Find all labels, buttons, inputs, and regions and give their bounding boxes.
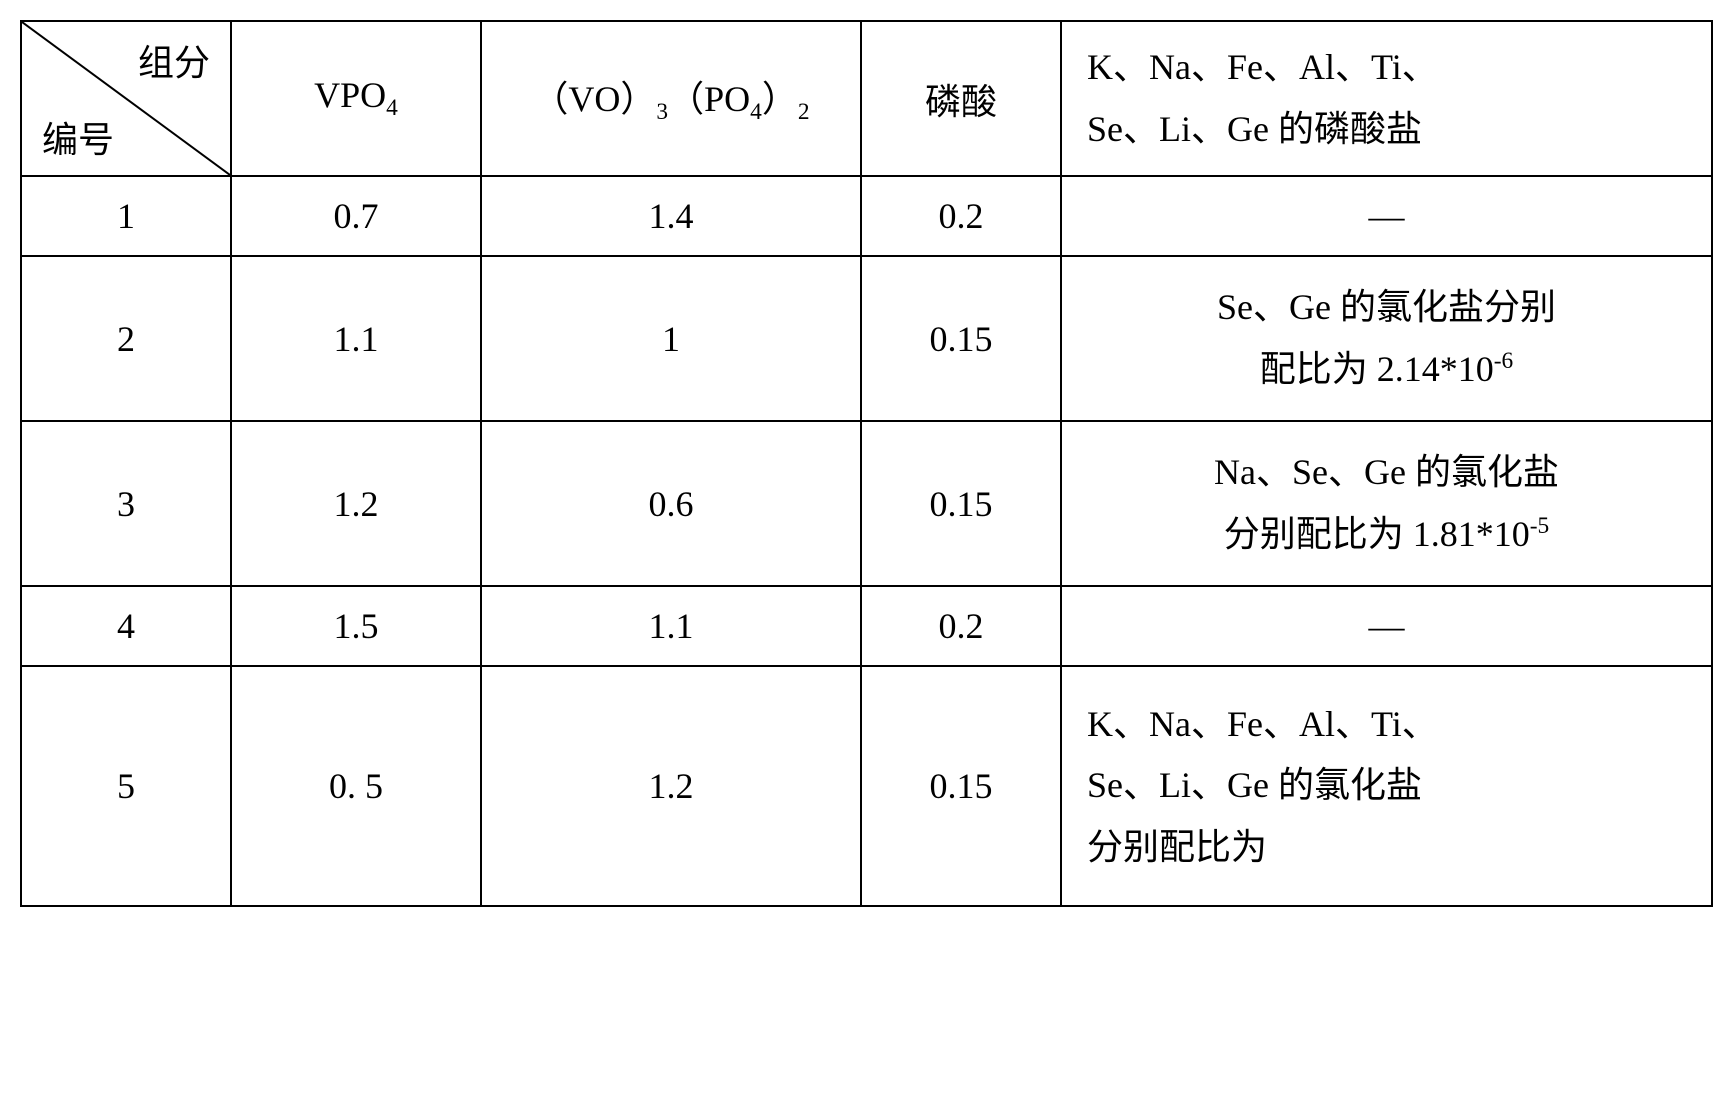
row-id: 5	[21, 666, 231, 906]
row-phos: 0.2	[861, 176, 1061, 256]
header-bottom-label: 编号	[42, 111, 114, 163]
header-col-vo3po42: （VO）3（PO4）2	[481, 21, 861, 176]
table-header-row: 组分 编号 VPO4 （VO）3（PO4）2 磷酸 K、Na、Fe、Al、Ti、…	[21, 21, 1712, 176]
row-id: 3	[21, 421, 231, 586]
row-id: 2	[21, 256, 231, 421]
row-phos: 0.15	[861, 256, 1061, 421]
row-salt: Se、Ge 的氯化盐分别配比为 2.14*10-6	[1061, 256, 1712, 421]
diagonal-header-cell: 组分 编号	[21, 21, 231, 176]
row-vo3po42: 1.4	[481, 176, 861, 256]
header-col-vpo4: VPO4	[231, 21, 481, 176]
header-top-label: 组分	[138, 34, 210, 86]
row-vpo4: 0.7	[231, 176, 481, 256]
row-id: 1	[21, 176, 231, 256]
header-col-phosphoric-acid: 磷酸	[861, 21, 1061, 176]
row-salt: —	[1061, 586, 1712, 666]
row-id: 4	[21, 586, 231, 666]
row-phos: 0.15	[861, 421, 1061, 586]
header-salt-line2: Se、Li、Ge 的磷酸盐	[1087, 99, 1701, 160]
row-vpo4: 1.1	[231, 256, 481, 421]
row-vpo4: 1.5	[231, 586, 481, 666]
row-vo3po42: 1.1	[481, 586, 861, 666]
table-row: 2 1.1 1 0.15 Se、Ge 的氯化盐分别配比为 2.14*10-6	[21, 256, 1712, 421]
row-vo3po42: 1	[481, 256, 861, 421]
row-vpo4: 1.2	[231, 421, 481, 586]
table-row: 5 0. 5 1.2 0.15 K、Na、Fe、Al、Ti、Se、Li、Ge 的…	[21, 666, 1712, 906]
row-vo3po42: 1.2	[481, 666, 861, 906]
table-row: 1 0.7 1.4 0.2 —	[21, 176, 1712, 256]
row-salt: —	[1061, 176, 1712, 256]
header-salt-line1: K、Na、Fe、Al、Ti、	[1087, 37, 1701, 98]
row-salt: K、Na、Fe、Al、Ti、Se、Li、Ge 的氯化盐分别配比为	[1061, 666, 1712, 906]
row-salt: Na、Se、Ge 的氯化盐分别配比为 1.81*10-5	[1061, 421, 1712, 586]
row-phos: 0.2	[861, 586, 1061, 666]
table-row: 3 1.2 0.6 0.15 Na、Se、Ge 的氯化盐分别配比为 1.81*1…	[21, 421, 1712, 586]
row-vpo4: 0. 5	[231, 666, 481, 906]
row-phos: 0.15	[861, 666, 1061, 906]
header-col-phosphate-salts: K、Na、Fe、Al、Ti、 Se、Li、Ge 的磷酸盐	[1061, 21, 1712, 176]
row-vo3po42: 0.6	[481, 421, 861, 586]
table-row: 4 1.5 1.1 0.2 —	[21, 586, 1712, 666]
table-body: 组分 编号 VPO4 （VO）3（PO4）2 磷酸 K、Na、Fe、Al、Ti、…	[21, 21, 1712, 906]
composition-table: 组分 编号 VPO4 （VO）3（PO4）2 磷酸 K、Na、Fe、Al、Ti、…	[20, 20, 1713, 907]
